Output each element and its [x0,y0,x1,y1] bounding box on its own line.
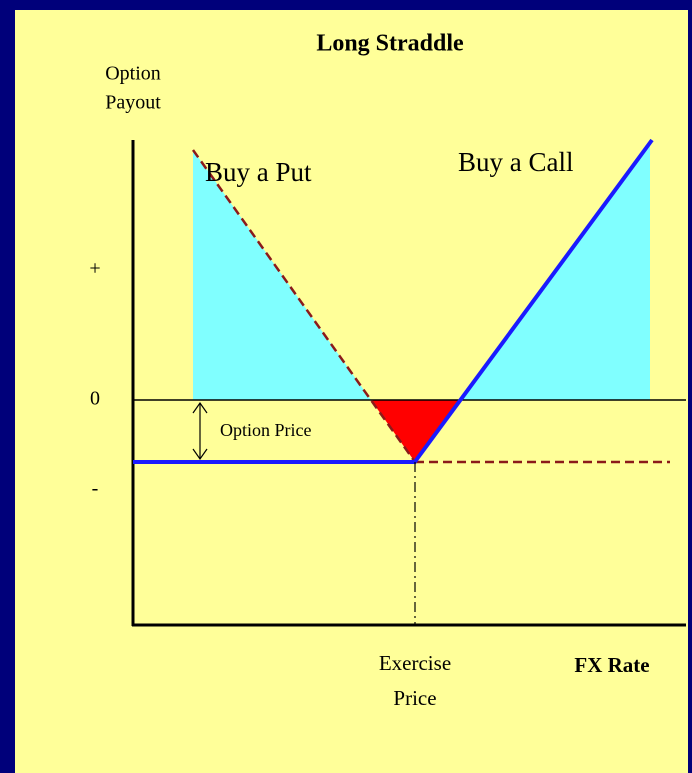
y-axis-label: Option [105,63,161,85]
call-line [412,138,654,465]
option-price-arrow [192,401,208,461]
loss-area [371,400,460,462]
option-price-label: Option Price [220,420,312,440]
zero-label: 0 [90,388,100,410]
x-axis-label: FX Rate [574,653,649,677]
title: Long Straddle [316,31,464,57]
call-label: Buy a Call [458,147,574,177]
put-line [191,149,417,463]
put-label: Buy a Put [205,157,312,187]
exercise-label: Exercise [379,651,451,675]
minus-label: - [92,478,99,500]
y-axis-label: Payout [105,92,161,114]
exercise-label: Price [393,686,436,710]
plus-label: + [89,258,100,280]
